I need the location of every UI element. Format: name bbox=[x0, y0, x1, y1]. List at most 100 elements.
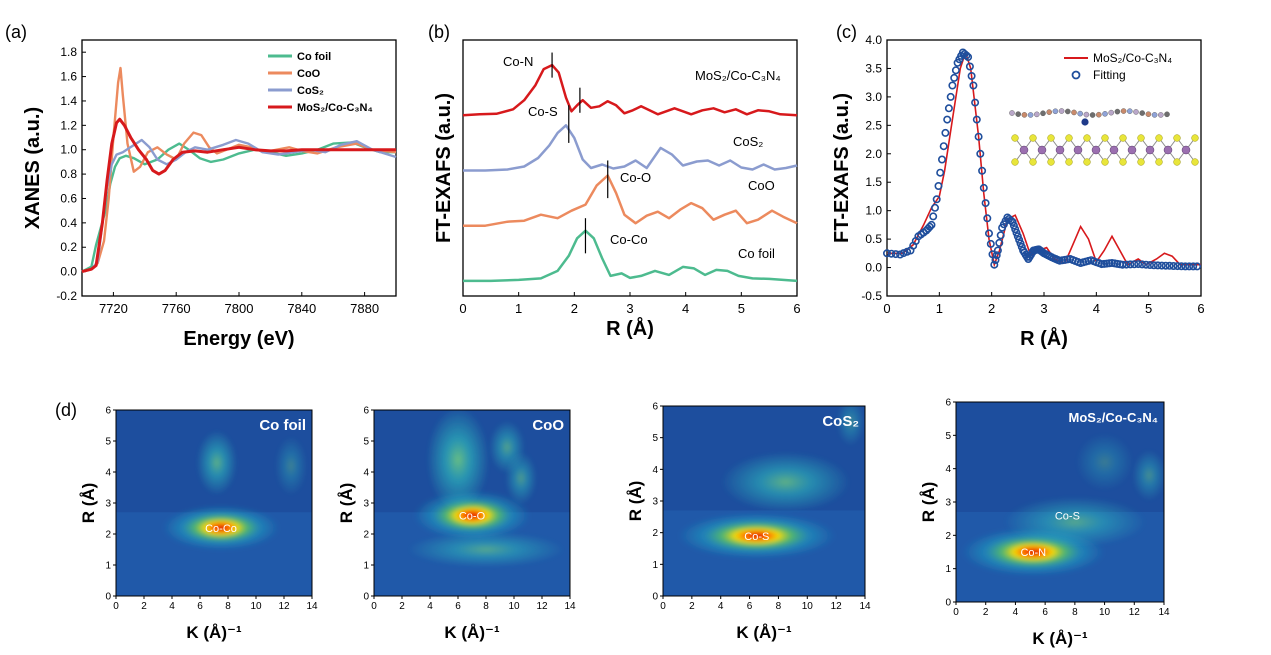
heatmap-xtick-label: 8 bbox=[225, 601, 231, 612]
panel-c-fit-marker bbox=[984, 229, 993, 238]
panel-c-fit-marker bbox=[951, 66, 960, 75]
heatmap-xlabel: K (Å)⁻¹ bbox=[186, 623, 242, 642]
panel-c-fit-marker bbox=[939, 142, 948, 151]
heatmap-title: CoS₂ bbox=[822, 413, 859, 430]
panel-label-a: (a) bbox=[5, 22, 27, 42]
panel-b-series-label: CoO bbox=[748, 178, 775, 193]
heatmap-ytick-label: 5 bbox=[945, 431, 951, 442]
inset-atom bbox=[1021, 112, 1028, 118]
panel-c-fit-marker bbox=[1138, 260, 1147, 269]
inset-co-atom bbox=[1081, 118, 1089, 126]
heatmap-blob bbox=[407, 531, 565, 568]
heatmap-xtick-label: 8 bbox=[1072, 607, 1078, 618]
heatmap-xtick-label: 8 bbox=[483, 601, 489, 612]
panel-label-d: (d) bbox=[55, 400, 77, 420]
panel-c-fit-marker bbox=[1193, 262, 1202, 271]
inset-s-atom bbox=[1191, 134, 1199, 142]
panel-c-fit-marker bbox=[986, 239, 995, 248]
panel-c-fit-marker bbox=[993, 246, 1002, 255]
inset-s-atom bbox=[1173, 158, 1181, 166]
panel-c-fit-marker bbox=[1181, 262, 1190, 271]
panel-a-ytick-label: 1.2 bbox=[60, 118, 77, 132]
heatmap-annotation: Co-S bbox=[744, 531, 769, 543]
heatmap-ytick-label: 6 bbox=[105, 406, 111, 417]
panel-c-fit-marker bbox=[925, 222, 934, 231]
panel-c-ytick-label: 0.0 bbox=[865, 261, 882, 275]
inset-atom bbox=[1102, 111, 1108, 117]
heatmap-blob bbox=[1076, 433, 1134, 491]
heatmap-annotation: Co-O bbox=[459, 510, 486, 522]
panel-b-xtick-label: 4 bbox=[682, 301, 689, 316]
panel-b-series-label: MoS₂/Co-C₃N₄ bbox=[695, 68, 781, 83]
panel-b-bond-label: Co-Co bbox=[610, 232, 648, 247]
inset-atom bbox=[1089, 112, 1096, 118]
inset-mo-atom bbox=[1037, 145, 1047, 155]
inset-mo-atom bbox=[1163, 145, 1173, 155]
panel-c-fit-marker bbox=[936, 168, 945, 177]
panel-c-fit-marker bbox=[1009, 221, 1018, 230]
panel-a-ytick-label: 1.0 bbox=[60, 143, 77, 157]
inset-s-atom bbox=[1011, 134, 1019, 142]
inset-s-atom bbox=[1029, 134, 1037, 142]
heatmap-xtick-label: 4 bbox=[1013, 607, 1019, 618]
heatmap-ytick-label: 6 bbox=[945, 398, 951, 409]
heatmap-xtick-label: 4 bbox=[169, 601, 175, 612]
inset-atom bbox=[1015, 111, 1022, 117]
heatmap-xtick-label: 4 bbox=[718, 601, 724, 612]
panel-c-fit-marker bbox=[1118, 260, 1127, 269]
heatmap-blob bbox=[505, 451, 537, 505]
panel-c-xtick-label: 6 bbox=[1197, 301, 1204, 316]
panel-c-fit-marker bbox=[992, 251, 1001, 260]
panel-c-fit-marker bbox=[946, 92, 955, 101]
heatmap-title: Co foil bbox=[259, 417, 306, 434]
inset-atom bbox=[1034, 111, 1040, 118]
panel-b-series-line bbox=[463, 174, 798, 227]
panel-c-fit-marker bbox=[950, 73, 959, 82]
heatmap-ytick-label: 2 bbox=[945, 531, 951, 542]
panel-a-series-line bbox=[81, 141, 396, 273]
panel-c-fit-marker bbox=[948, 81, 957, 90]
heatmap-ytick-label: 2 bbox=[105, 530, 111, 541]
heatmap-ytick-label: 6 bbox=[652, 402, 658, 413]
panel-c-fit-marker bbox=[1149, 261, 1158, 270]
inset-mo-atom bbox=[1073, 145, 1083, 155]
panel-b-ft-exafs: 0 1 2 3 4 5 6 MoS₂/Co-C₃N₄ CoS₂ CoO Co foil Co-N Co… bbox=[433, 39, 801, 340]
panel-c-fit-marker bbox=[1015, 235, 1024, 244]
inset-atom bbox=[1158, 112, 1164, 118]
heatmap-blob bbox=[426, 410, 490, 513]
panel-c-exp-line bbox=[887, 49, 1201, 268]
heatmap-xtick-label: 14 bbox=[859, 601, 871, 612]
heatmap-ytick-label: 4 bbox=[363, 468, 369, 479]
panel-c-ytick-label: 1.0 bbox=[865, 204, 882, 218]
heatmap-ytick-label: 1 bbox=[105, 561, 111, 572]
panel-b-series-line bbox=[463, 124, 798, 172]
panel-a-xtick-label: 7760 bbox=[162, 301, 191, 316]
panel-c-fit-marker bbox=[991, 255, 1000, 264]
heatmap-ytick-label: 4 bbox=[945, 464, 951, 475]
heatmap-ylabel: R (Å) bbox=[79, 483, 98, 524]
panel-b-xtick-label: 3 bbox=[626, 301, 633, 316]
panel-c-fit-marker bbox=[1130, 260, 1139, 269]
inset-s-atom bbox=[1137, 158, 1145, 166]
heatmap-xtick-label: 0 bbox=[660, 601, 666, 612]
heatmap-ytick-label: 4 bbox=[105, 468, 111, 479]
panel-b-xtick-label: 0 bbox=[459, 301, 466, 316]
inset-atom bbox=[1058, 108, 1065, 114]
panel-c-fit-marker bbox=[934, 182, 943, 191]
inset-atom bbox=[1046, 109, 1052, 115]
panel-c-fit-marker bbox=[965, 62, 974, 71]
panel-c-xtick-label: 4 bbox=[1093, 301, 1100, 316]
heatmap-ytick-label: 5 bbox=[363, 437, 369, 448]
inset-s-atom bbox=[1155, 158, 1163, 166]
panel-c-xtick-label: 3 bbox=[1040, 301, 1047, 316]
heatmap-ytick-label: 0 bbox=[652, 592, 658, 603]
panel-a-series-line bbox=[81, 66, 397, 273]
heatmap-blob bbox=[836, 406, 865, 446]
inset-s-atom bbox=[1155, 134, 1163, 142]
panel-a-ytick-label: -0.2 bbox=[56, 289, 77, 303]
panel-a-ytick-label: 0.6 bbox=[60, 191, 77, 205]
panel-c-fit-marker bbox=[969, 81, 978, 90]
panel-a-xtick-label: 7720 bbox=[99, 301, 128, 316]
heatmap-ytick-label: 3 bbox=[945, 498, 951, 509]
heatmap-ytick-label: 1 bbox=[945, 564, 951, 575]
